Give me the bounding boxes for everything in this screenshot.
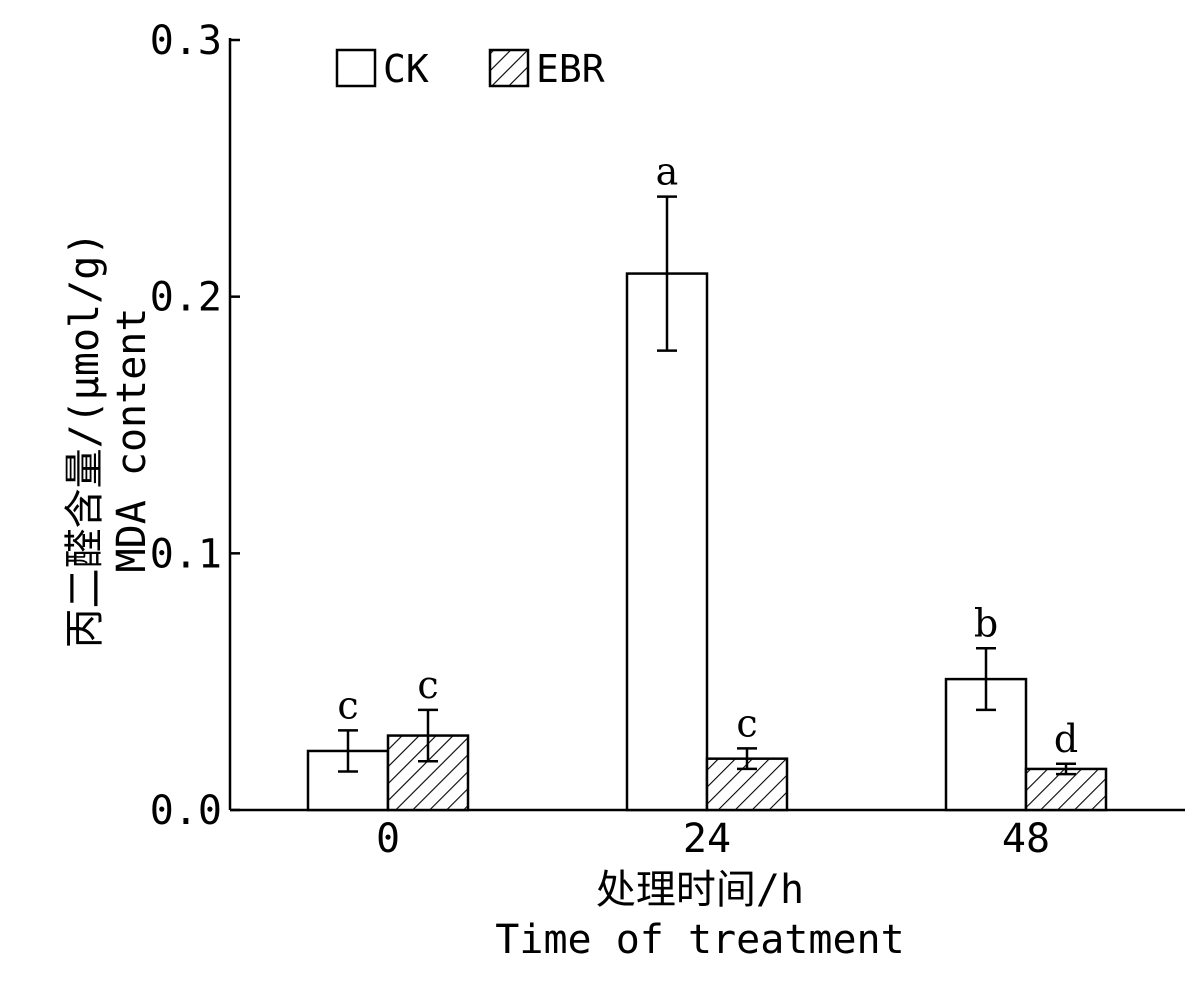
error-bars — [338, 195, 1076, 776]
legend-label-ck: CK — [383, 47, 429, 91]
significance-label: a — [656, 150, 679, 194]
y-tick-label: 0.3 — [150, 18, 222, 64]
significance-label: d — [1054, 717, 1078, 761]
significance-label: b — [974, 601, 998, 645]
legend-swatch-ck — [335, 48, 377, 88]
significance-label: c — [337, 683, 358, 727]
y-axis-title-english: MDA content — [109, 308, 155, 573]
significance-labels: c a b c c d — [337, 150, 1078, 761]
x-axis-ticks: 0 24 48 — [376, 816, 1050, 862]
x-tick-label: 48 — [1002, 816, 1050, 862]
significance-label: c — [417, 663, 438, 707]
y-axis-ticks: 0.0 0.1 0.2 0.3 — [150, 18, 240, 834]
y-tick-label: 0.1 — [150, 531, 222, 577]
x-tick-label: 24 — [683, 816, 731, 862]
legend: CK EBR — [335, 47, 605, 91]
bar-ck-24 — [625, 272, 709, 812]
y-tick-label: 0.0 — [150, 788, 222, 834]
legend-swatch-ebr — [488, 48, 530, 88]
x-tick-label: 0 — [376, 816, 400, 862]
x-axis-title-chinese: 处理时间/h — [596, 867, 804, 913]
significance-label: c — [736, 701, 757, 745]
y-axis-title-chinese: 丙二醛含量/(μmol/g) — [62, 232, 108, 649]
legend-label-ebr: EBR — [536, 47, 605, 91]
x-axis-title-english: Time of treatment — [495, 917, 904, 963]
bar-ebr-48 — [1024, 767, 1108, 812]
y-tick-label: 0.2 — [150, 275, 222, 321]
